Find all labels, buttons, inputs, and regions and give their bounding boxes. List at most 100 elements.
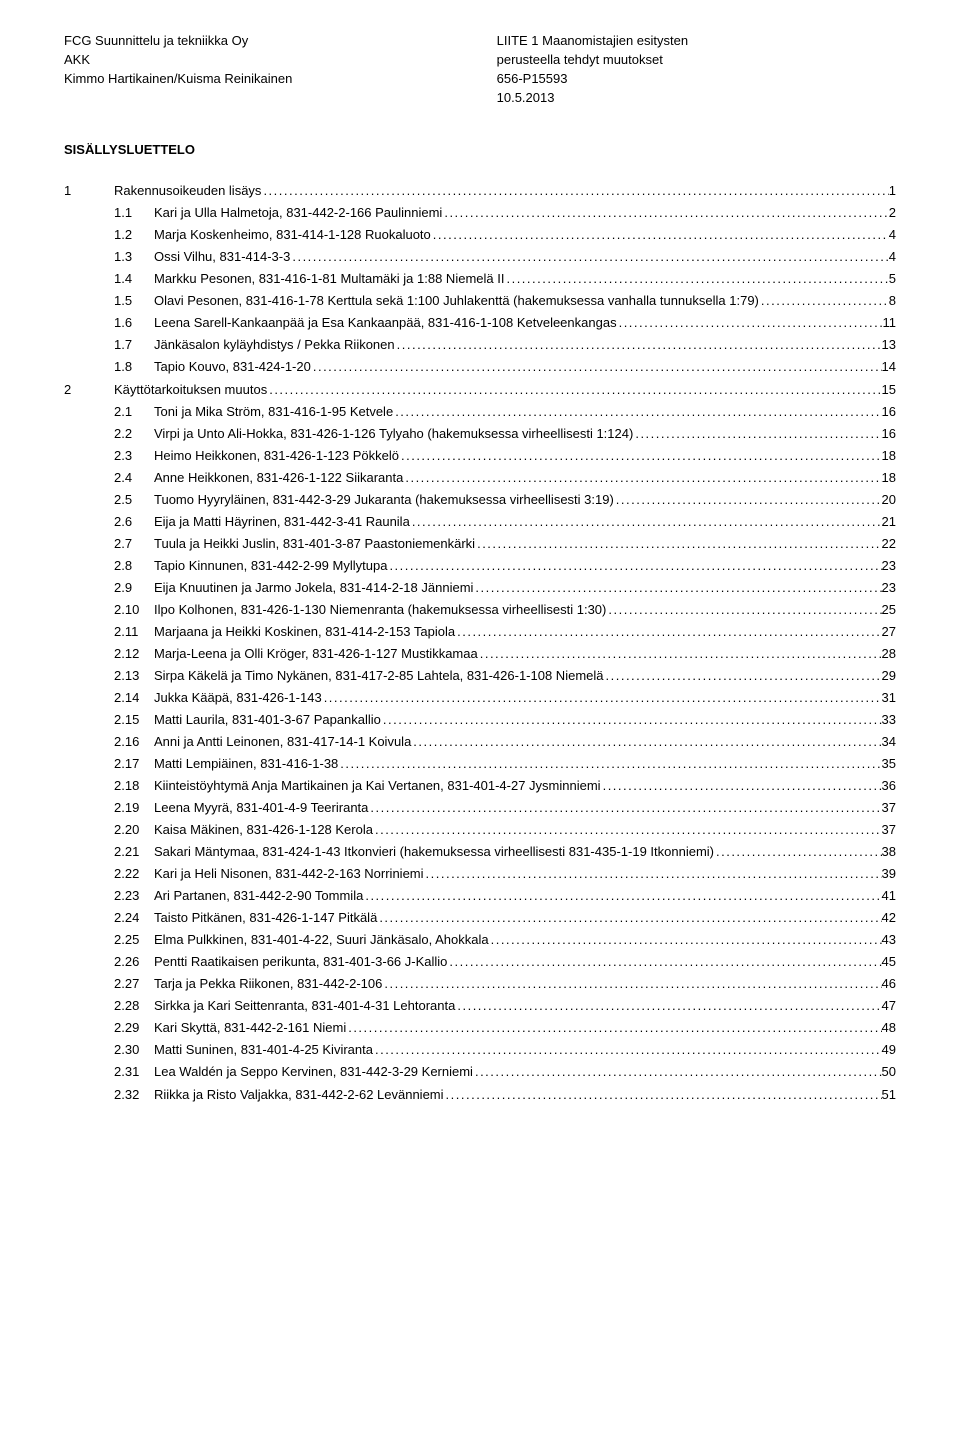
toc-leader-dots: ........................................…: [504, 270, 888, 289]
toc-page: 46: [882, 975, 896, 994]
toc-page: 20: [882, 491, 896, 510]
toc-leader-dots: ........................................…: [759, 292, 889, 311]
toc-label: Matti Lempiäinen, 831-416-1-38: [154, 755, 338, 774]
header-right-3: 10.5.2013: [497, 89, 896, 108]
toc-entry: 2.18Kiinteistöyhtymä Anja Martikainen ja…: [64, 777, 896, 796]
toc-leader-dots: ........................................…: [475, 535, 881, 554]
toc-label: Elma Pulkkinen, 831-401-4-22, Suuri Jänk…: [154, 931, 489, 950]
toc-entry: 2.6Eija ja Matti Häyrinen, 831-442-3-41 …: [64, 513, 896, 532]
toc-entry: 1.5Olavi Pesonen, 831-416-1-78 Kerttula …: [64, 292, 896, 311]
toc-label: Kiinteistöyhtymä Anja Martikainen ja Kai…: [154, 777, 601, 796]
toc-leader-dots: ........................................…: [442, 204, 888, 223]
toc-leader-dots: ........................................…: [455, 997, 881, 1016]
toc-page: 16: [882, 425, 896, 444]
toc-number: 1: [64, 182, 114, 201]
table-of-contents: 1Rakennusoikeuden lisäys ...............…: [64, 182, 896, 1104]
toc-number: 2.11: [64, 623, 154, 642]
header-left: FCG Suunnittelu ja tekniikka Oy AKK Kimm…: [64, 32, 497, 107]
toc-page: 43: [882, 931, 896, 950]
toc-entry: 2.13Sirpa Käkelä ja Timo Nykänen, 831-41…: [64, 667, 896, 686]
toc-leader-dots: ........................................…: [455, 623, 881, 642]
toc-number: 2.23: [64, 887, 154, 906]
toc-entry: 2.27Tarja ja Pekka Riikonen, 831-442-2-1…: [64, 975, 896, 994]
toc-number: 1.4: [64, 270, 154, 289]
toc-page: 39: [882, 865, 896, 884]
toc-leader-dots: ........................................…: [601, 777, 882, 796]
toc-number: 2: [64, 381, 114, 400]
toc-page: 11: [883, 314, 897, 333]
toc-number: 2.20: [64, 821, 154, 840]
toc-number: 2.12: [64, 645, 154, 664]
toc-entry: 2.28Sirkka ja Kari Seittenranta, 831-401…: [64, 997, 896, 1016]
toc-page: 47: [882, 997, 896, 1016]
toc-entry: 2.12Marja-Leena ja Olli Kröger, 831-426-…: [64, 645, 896, 664]
toc-number: 2.24: [64, 909, 154, 928]
toc-entry: 2.29Kari Skyttä, 831-442-2-161 Niemi ...…: [64, 1019, 896, 1038]
toc-page: 41: [882, 887, 896, 906]
toc-entry: 1.3Ossi Vilhu, 831-414-3-3 .............…: [64, 248, 896, 267]
toc-number: 2.16: [64, 733, 154, 752]
toc-page: 29: [882, 667, 896, 686]
toc-label: Eija Knuutinen ja Jarmo Jokela, 831-414-…: [154, 579, 473, 598]
toc-number: 2.25: [64, 931, 154, 950]
toc-page: 15: [882, 381, 896, 400]
toc-entry: 2.3Heimo Heikkonen, 831-426-1-123 Pökkel…: [64, 447, 896, 466]
toc-page: 1: [889, 182, 896, 201]
toc-number: 2.3: [64, 447, 154, 466]
toc-page: 18: [882, 447, 896, 466]
toc-number: 2.10: [64, 601, 154, 620]
toc-label: Kaisa Mäkinen, 831-426-1-128 Kerola: [154, 821, 373, 840]
toc-page: 50: [882, 1063, 896, 1082]
toc-number: 2.32: [64, 1086, 154, 1105]
toc-entry: 2.19Leena Myyrä, 831-401-4-9 Teeriranta …: [64, 799, 896, 818]
toc-number: 1.2: [64, 226, 154, 245]
toc-label: Ossi Vilhu, 831-414-3-3: [154, 248, 290, 267]
toc-label: Markku Pesonen, 831-416-1-81 Multamäki j…: [154, 270, 504, 289]
toc-page: 8: [889, 292, 896, 311]
toc-label: Jänkäsalon kyläyhdistys / Pekka Riikonen: [154, 336, 395, 355]
toc-leader-dots: ........................................…: [373, 1041, 882, 1060]
toc-page: 35: [882, 755, 896, 774]
toc-page: 45: [882, 953, 896, 972]
toc-leader-dots: ........................................…: [444, 1086, 882, 1105]
doc-title: SISÄLLYSLUETTELO: [64, 141, 896, 160]
toc-label: Tapio Kouvo, 831-424-1-20: [154, 358, 311, 377]
toc-leader-dots: ........................................…: [267, 381, 881, 400]
toc-page: 21: [882, 513, 896, 532]
toc-number: 2.22: [64, 865, 154, 884]
toc-number: 2.13: [64, 667, 154, 686]
toc-leader-dots: ........................................…: [478, 645, 882, 664]
toc-entry: 2.22Kari ja Heli Nisonen, 831-442-2-163 …: [64, 865, 896, 884]
toc-leader-dots: ........................................…: [373, 821, 882, 840]
toc-entry: 2.20Kaisa Mäkinen, 831-426-1-128 Kerola …: [64, 821, 896, 840]
toc-label: Anne Heikkonen, 831-426-1-122 Siikaranta: [154, 469, 403, 488]
toc-leader-dots: ........................................…: [261, 182, 888, 201]
toc-entry: 2.14Jukka Kääpä, 831-426-1-143 .........…: [64, 689, 896, 708]
toc-page: 16: [882, 403, 896, 422]
toc-entry: 2.30Matti Suninen, 831-401-4-25 Kivirant…: [64, 1041, 896, 1060]
toc-page: 51: [882, 1086, 896, 1105]
toc-label: Matti Suninen, 831-401-4-25 Kiviranta: [154, 1041, 373, 1060]
toc-label: Lea Waldén ja Seppo Kervinen, 831-442-3-…: [154, 1063, 473, 1082]
toc-leader-dots: ........................................…: [489, 931, 882, 950]
toc-label: Kari ja Ulla Halmetoja, 831-442-2-166 Pa…: [154, 204, 442, 223]
toc-label: Tarja ja Pekka Riikonen, 831-442-2-106: [154, 975, 382, 994]
toc-page: 25: [882, 601, 896, 620]
toc-label: Rakennusoikeuden lisäys: [114, 182, 261, 201]
header-right-0: LIITE 1 Maanomistajien esitysten: [497, 32, 896, 51]
toc-number: 1.5: [64, 292, 154, 311]
toc-leader-dots: ........................................…: [714, 843, 882, 862]
toc-page: 22: [882, 535, 896, 554]
toc-page: 34: [882, 733, 896, 752]
toc-entry: 2.17Matti Lempiäinen, 831-416-1-38 .....…: [64, 755, 896, 774]
toc-page: 14: [882, 358, 896, 377]
toc-leader-dots: ........................................…: [424, 865, 882, 884]
toc-page: 4: [889, 226, 896, 245]
toc-number: 2.18: [64, 777, 154, 796]
toc-number: 2.6: [64, 513, 154, 532]
toc-entry: 2.10Ilpo Kolhonen, 831-426-1-130 Niemenr…: [64, 601, 896, 620]
toc-leader-dots: ........................................…: [410, 513, 882, 532]
toc-number: 2.21: [64, 843, 154, 862]
toc-leader-dots: ........................................…: [387, 557, 881, 576]
toc-label: Matti Laurila, 831-401-3-67 Papankallio: [154, 711, 381, 730]
